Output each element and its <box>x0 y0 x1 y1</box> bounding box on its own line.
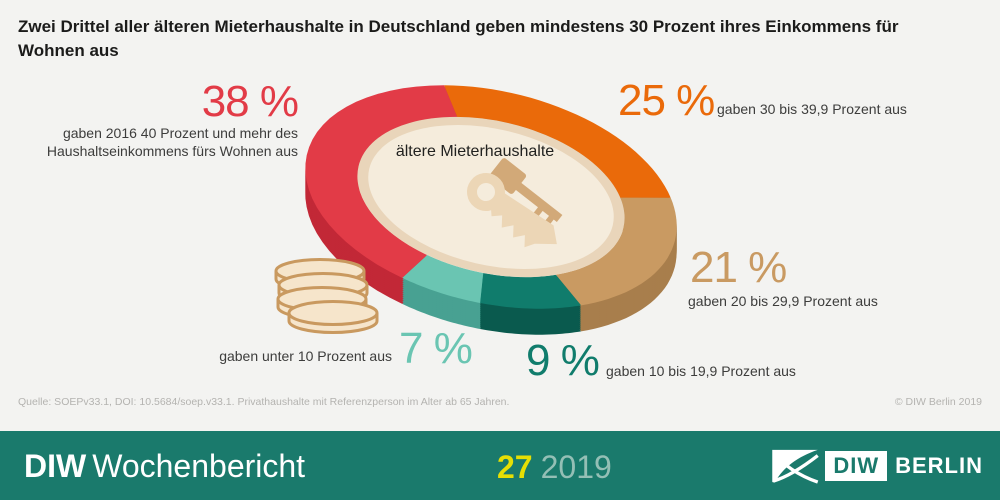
stat-desc-7: gaben unter 10 Prozent aus <box>219 348 392 364</box>
issue-block: 27 2019 <box>497 449 612 486</box>
logo-diw-text: DIW <box>825 451 888 481</box>
logo-berlin-text: BERLIN <box>895 453 983 478</box>
donut-segment-7 <box>402 255 484 303</box>
stat-value-21: 21 % <box>690 243 787 292</box>
stat-desc-38: gaben 2016 40 Prozent und mehr des Haush… <box>46 125 298 159</box>
stat-value-25: 25 % <box>618 76 715 125</box>
donut-segment-9 <box>480 273 582 309</box>
stat-desc-21: gaben 20 bis 29,9 Prozent aus <box>688 293 878 309</box>
footer-bar: DIW Wochenbericht 27 2019 DIW BERLIN <box>0 431 1000 500</box>
issue-year: 2019 <box>540 449 612 485</box>
stat-desc-25: gaben 30 bis 39,9 Prozent aus <box>717 101 907 117</box>
stat-desc-9: gaben 10 bis 19,9 Prozent aus <box>606 363 796 379</box>
source-note: Quelle: SOEPv33.1, DOI: 10.5684/soep.v33… <box>18 396 510 408</box>
diw-berlin-logo: DIW BERLIN <box>771 446 983 486</box>
diw-sail-icon <box>772 449 820 484</box>
stat-value-7: 7 % <box>399 324 473 373</box>
copyright-note: © DIW Berlin 2019 <box>894 396 982 408</box>
publication-name-diw: DIW <box>24 448 87 484</box>
coins-icon <box>274 258 379 334</box>
donut-segment-25 <box>444 85 671 198</box>
stat-value-9: 9 % <box>526 336 600 385</box>
publication-name-rest: Wochenbericht <box>92 448 306 484</box>
donut-center-label: ältere Mieterhaushalte <box>395 143 555 160</box>
key-front-icon <box>467 173 557 248</box>
publication-name: DIW Wochenbericht <box>24 448 305 485</box>
coin <box>287 300 379 334</box>
chart-title: Zwei Drittel aller älteren Mieterhaushal… <box>18 17 899 60</box>
issue-number: 27 <box>497 449 533 485</box>
stat-value-38: 38 % <box>201 77 299 126</box>
donut-segment-21 <box>555 197 677 306</box>
donut-segment-38 <box>305 85 458 278</box>
